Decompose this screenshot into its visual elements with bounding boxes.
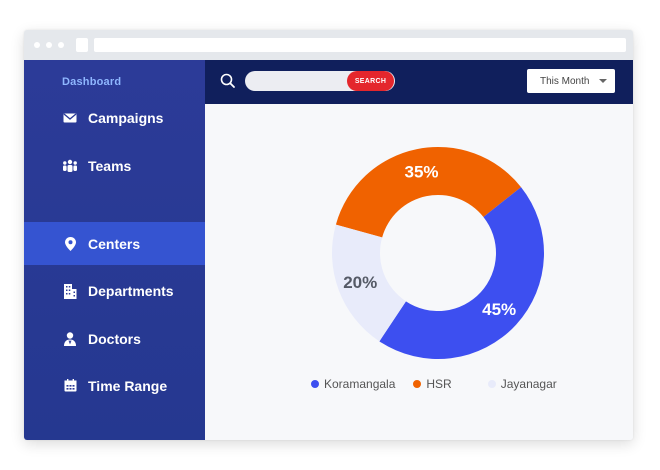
legend-swatch xyxy=(413,380,422,388)
sidebar-item-campaigns[interactable]: Campaigns xyxy=(24,96,205,139)
legend-item: HSR xyxy=(413,377,452,391)
sidebar-item-teams[interactable]: Teams xyxy=(24,144,205,187)
building-icon xyxy=(62,283,78,299)
sidebar-item-departments[interactable]: Departments xyxy=(24,269,205,312)
sidebar-item-doctors[interactable]: Doctors xyxy=(24,317,205,360)
window-dot xyxy=(34,42,40,48)
calendar-icon xyxy=(62,378,78,394)
team-icon xyxy=(62,158,78,174)
window-dot xyxy=(58,42,64,48)
main-content: 35% 45% 20% Koramangala HSR Jayanagar xyxy=(205,104,633,440)
caret-down-icon xyxy=(599,79,607,83)
period-select-value: This Month xyxy=(540,75,590,87)
legend-label: HSR xyxy=(426,377,452,391)
donut-chart: 35% 45% 20% xyxy=(332,146,544,359)
sidebar-item-centers[interactable]: Centers xyxy=(24,222,205,265)
sidebar-item-label: Doctors xyxy=(88,330,141,347)
sidebar-item-label: Centers xyxy=(88,235,141,252)
legend-label: Koramangala xyxy=(324,377,396,391)
sidebar-item-time-range[interactable]: Time Range xyxy=(24,364,205,407)
data-label: 35% xyxy=(405,163,439,182)
chart-legend: Koramangala HSR Jayanagar xyxy=(311,376,575,392)
address-bar[interactable] xyxy=(94,38,626,52)
sidebar-item-label: Campaigns xyxy=(88,109,164,126)
sidebar: Dashboard Campaigns Teams Centers Depart… xyxy=(24,60,205,440)
search-button[interactable]: SEARCH xyxy=(347,71,394,91)
legend-item: Koramangala xyxy=(311,377,395,391)
sidebar-header[interactable]: Dashboard xyxy=(62,76,122,88)
donut-slice-jayanagar[interactable] xyxy=(332,224,406,342)
legend-item: Jayanagar xyxy=(487,377,557,391)
browser-titlebar xyxy=(24,30,633,60)
data-label: 45% xyxy=(482,300,516,319)
location-pin-icon xyxy=(62,236,78,252)
legend-swatch xyxy=(487,380,496,388)
window-dot xyxy=(46,42,52,48)
search-icon[interactable] xyxy=(219,72,237,90)
doctor-icon xyxy=(62,331,78,347)
sidebar-item-label: Time Range xyxy=(88,377,168,394)
legend-label: Jayanagar xyxy=(500,377,557,391)
sidebar-item-label: Departments xyxy=(88,282,174,299)
donut-slice-hsr[interactable] xyxy=(335,146,522,238)
data-label: 20% xyxy=(343,273,377,292)
legend-swatch xyxy=(311,380,319,388)
envelope-icon xyxy=(62,110,78,126)
top-bar: SEARCH This Month xyxy=(205,60,633,104)
period-select[interactable]: This Month xyxy=(527,69,615,93)
browser-window: Dashboard Campaigns Teams Centers Depart… xyxy=(24,30,633,440)
donut-slice-koramangala[interactable] xyxy=(379,187,544,359)
browser-tab[interactable] xyxy=(76,38,88,52)
sidebar-item-label: Teams xyxy=(88,157,132,174)
